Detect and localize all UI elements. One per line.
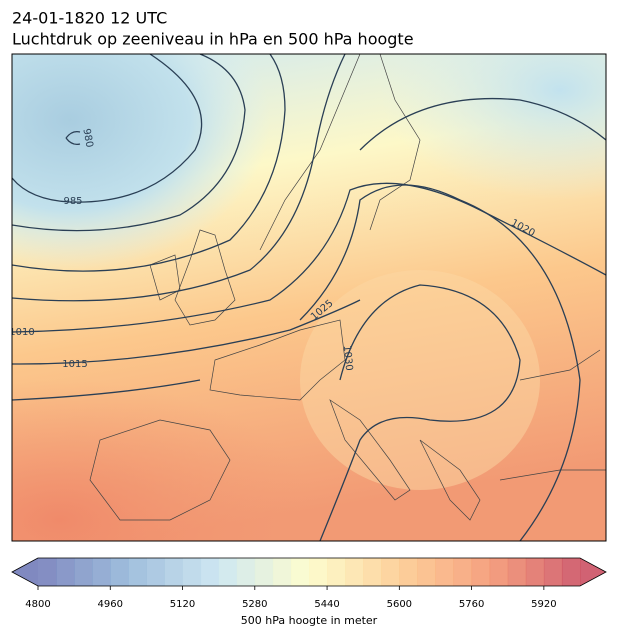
colorbar-bin bbox=[200, 558, 220, 586]
colorbar-bin bbox=[327, 558, 346, 586]
colorbar-bin bbox=[309, 558, 328, 586]
colorbar-bin bbox=[74, 558, 93, 586]
isobar-label: 1030 bbox=[341, 345, 354, 371]
title: 24-01-1820 12 UTC bbox=[12, 9, 167, 28]
colorbar-bin bbox=[363, 558, 382, 586]
colorbar-bin bbox=[164, 558, 184, 586]
colorbar-bin bbox=[417, 558, 436, 586]
colorbar-bin bbox=[38, 558, 57, 586]
colorbar-bin bbox=[254, 558, 274, 586]
colorbar-bin bbox=[435, 558, 455, 586]
colorbar-bin bbox=[128, 558, 147, 586]
colorbar: 4800 4960 5120 5280 5440 5600 5760 5920 bbox=[11, 557, 607, 610]
colorbar-tick-label: 4800 bbox=[25, 599, 50, 610]
isobar-label: 980 bbox=[80, 128, 94, 149]
colorbar-bin bbox=[56, 558, 75, 586]
colorbar-bin bbox=[92, 558, 111, 586]
isobar-label: 1010 bbox=[9, 327, 34, 338]
map-frame bbox=[11, 53, 607, 542]
colorbar-tick-label: 5440 bbox=[314, 599, 339, 610]
colorbar-tick-label: 5760 bbox=[459, 599, 484, 610]
colorbar-bin bbox=[272, 558, 292, 586]
colorbar-label: 500 hPa hoogte in meter bbox=[241, 614, 378, 627]
colorbar-bin bbox=[453, 558, 473, 586]
colorbar-bin bbox=[146, 558, 165, 586]
colorbar-bin bbox=[381, 558, 400, 586]
colorbar-outline bbox=[11, 557, 607, 587]
colorbar-tick-label: 4960 bbox=[98, 599, 123, 610]
colorbar-bin bbox=[182, 558, 202, 586]
colorbar-bin bbox=[561, 558, 581, 586]
colorbar-bin bbox=[236, 558, 256, 586]
colorbar-tick-label: 5120 bbox=[170, 599, 195, 610]
colorbar-bin bbox=[471, 558, 491, 586]
colorbar-bin bbox=[507, 558, 527, 586]
colorbar-bin bbox=[543, 558, 563, 586]
colorbar-bin bbox=[399, 558, 418, 586]
colorbar-bin bbox=[110, 558, 129, 586]
isobar-label: 1015 bbox=[62, 359, 87, 370]
colorbar-tick-label: 5600 bbox=[387, 599, 412, 610]
colorbar-bin bbox=[218, 558, 238, 586]
colorbar-tick-label: 5920 bbox=[531, 599, 556, 610]
colorbar-bin bbox=[290, 558, 310, 586]
colorbar-bin bbox=[345, 558, 364, 586]
colorbar-bin bbox=[489, 558, 509, 586]
subtitle: Luchtdruk op zeeniveau in hPa en 500 hPa… bbox=[12, 30, 414, 49]
isobar-label: 985 bbox=[63, 196, 82, 207]
colorbar-tick-label: 5280 bbox=[242, 599, 267, 610]
colorbar-bin bbox=[525, 558, 545, 586]
colorbar-extend-high bbox=[580, 558, 606, 586]
colorbar-extend-low bbox=[12, 558, 38, 586]
